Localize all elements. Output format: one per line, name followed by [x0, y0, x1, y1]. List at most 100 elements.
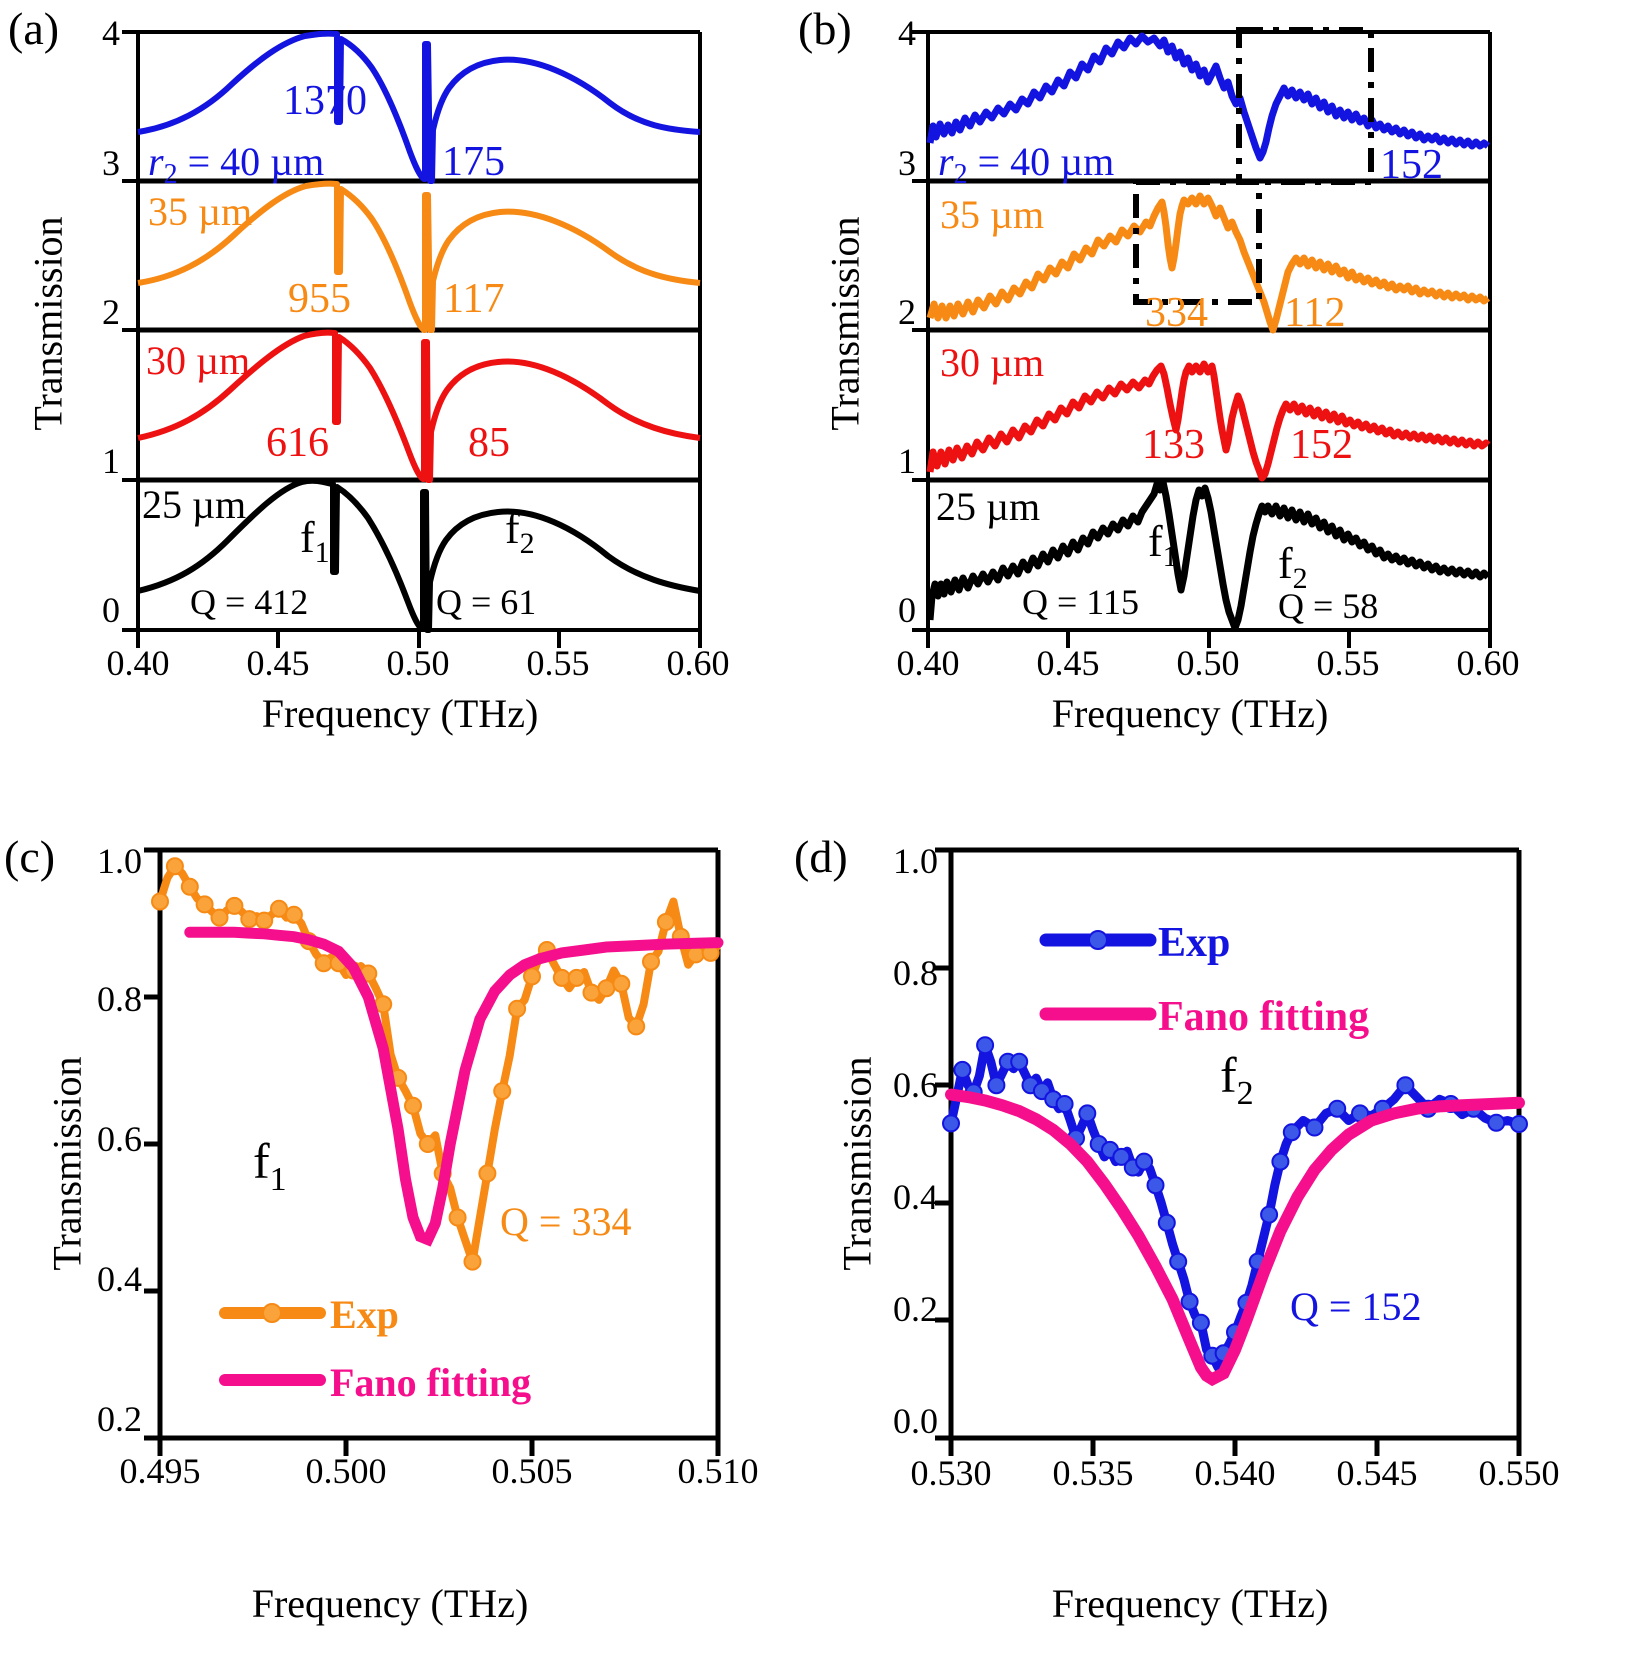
- panel-d-ann-q152: Q = 152: [1290, 1284, 1421, 1329]
- panel-a-ann-q412: Q = 412: [190, 582, 308, 622]
- panel-c-xlabel: Frequency (THz): [251, 1581, 529, 1626]
- panel-a-ytick-1: 1: [102, 441, 120, 481]
- panel-b-ann-133: 133: [1142, 422, 1205, 468]
- panel-c: (c) Transmission Frequency (THz) 1.0 0.8…: [0, 820, 780, 1680]
- panel-a-ytick-3: 3: [102, 143, 120, 183]
- panel-a-ytick-2: 2: [102, 292, 120, 332]
- panel-b-ytick-4: 4: [898, 13, 916, 53]
- panel-b-ytick-0: 0: [898, 590, 916, 630]
- curve-b-orange: [926, 192, 1491, 334]
- panel-a-ann-85: 85: [468, 420, 510, 466]
- panel-d-xlabel: Frequency (THz): [1051, 1581, 1329, 1626]
- panel-a-xtick-1: 0.45: [246, 643, 310, 683]
- panel-c-ytick-0_2: 0.2: [97, 1399, 142, 1439]
- panel-b-ann-152-blue: 152: [1380, 142, 1443, 188]
- panel-a-xtick-4: 0.60: [666, 643, 730, 683]
- panel-c-label: (c): [4, 831, 56, 882]
- panel-d-xtick-4: 0.550: [1478, 1453, 1560, 1493]
- curve-c-exp-markers: [151, 857, 720, 1271]
- panel-d-xtick-0: 0.530: [910, 1453, 992, 1493]
- panel-d-ytick-0_0: 0.0: [893, 1401, 938, 1441]
- panel-a-xtick-2: 0.50: [386, 643, 450, 683]
- panel-b-ann-25um: 25 µm: [936, 484, 1040, 529]
- panel-c-ann-q334: Q = 334: [500, 1199, 631, 1244]
- panel-b-xtick-3: 0.55: [1316, 643, 1380, 683]
- panel-c-xtick-2: 0.505: [491, 1451, 573, 1491]
- panel-d-label: (d): [794, 831, 848, 882]
- panel-d-ann-f2: f2: [1220, 1047, 1254, 1112]
- panel-a: (a) Transmission Frequency (THz) 4 3 2 1…: [0, 0, 760, 760]
- curve-d-fit: [945, 1088, 1525, 1387]
- panel-c-xtick-1: 0.500: [305, 1451, 387, 1491]
- panel-b-ann-r2-40: r2 = 40 µm: [938, 139, 1114, 190]
- panel-d-xtick-3: 0.545: [1336, 1453, 1418, 1493]
- curve-a-blue: [137, 30, 701, 184]
- panel-d-ytick-1_0: 1.0: [893, 841, 938, 881]
- panel-c-ytick-0_8: 0.8: [97, 979, 142, 1019]
- panel-d-plot: f2 Q = 152 Exp Fano fitting: [935, 847, 1528, 1456]
- panel-b-ann-35um: 35 µm: [940, 192, 1044, 237]
- panel-d-ytick-0_8: 0.8: [893, 953, 938, 993]
- panel-a-ann-175: 175: [442, 139, 505, 185]
- panel-a-ann-1370: 1370: [283, 78, 367, 124]
- panel-d-xtick-1: 0.535: [1052, 1453, 1134, 1493]
- curve-c-fit: [184, 926, 724, 1247]
- panel-c-ytick-1_0: 1.0: [97, 841, 142, 881]
- legend-marker-exp: [1088, 930, 1108, 950]
- legend-label-fano: Fano fitting: [330, 1360, 531, 1405]
- panel-a-ytick-0: 0: [102, 590, 120, 630]
- panel-c-xtick-3: 0.510: [677, 1451, 759, 1491]
- panel-c-ytick-0_4: 0.4: [97, 1259, 142, 1299]
- panel-b-label: (b): [798, 3, 852, 54]
- curve-a-red: [137, 329, 701, 483]
- panel-c-xtick-0: 0.495: [119, 1451, 201, 1491]
- panel-b-ann-152-red: 152: [1290, 422, 1353, 468]
- panel-a-ann-955: 955: [288, 276, 351, 322]
- panel-c-legend: Exp Fano fitting: [219, 1292, 531, 1405]
- panel-b-ann-334: 334: [1145, 290, 1208, 336]
- panel-a-ann-25um: 25 µm: [142, 482, 246, 527]
- panel-b-xtick-1: 0.45: [1036, 643, 1100, 683]
- panel-b-ytick-1: 1: [898, 441, 916, 481]
- panel-b-ytick-3: 3: [898, 143, 916, 183]
- panel-c-ann-f1: f1: [253, 1133, 287, 1198]
- highlight-box-f2-blue: [1236, 27, 1374, 185]
- panel-a-ann-616: 616: [266, 420, 329, 466]
- panel-d-ytick-0_4: 0.4: [893, 1177, 938, 1217]
- panel-a-ann-f1: f1: [300, 513, 330, 569]
- panel-a-ann-35um: 35 µm: [148, 189, 252, 234]
- curve-a-black: [137, 477, 701, 633]
- panel-d-xtick-2: 0.540: [1194, 1453, 1276, 1493]
- panel-a-ann-30um: 30 µm: [146, 338, 250, 383]
- highlight-box-f1-orange: [1133, 179, 1262, 305]
- panel-b-ytick-2: 2: [898, 292, 916, 332]
- panel-d-legend: Exp Fano fitting: [1039, 920, 1369, 1040]
- panel-c-ytick-0_6: 0.6: [97, 1119, 142, 1159]
- panel-a-ann-q61: Q = 61: [436, 582, 536, 622]
- panel-b-xlabel: Frequency (THz): [1051, 691, 1329, 736]
- legend-marker-exp: [262, 1303, 282, 1323]
- panel-b-xtick-4: 0.60: [1456, 643, 1520, 683]
- legend-label-exp: Exp: [1158, 920, 1230, 966]
- panel-d: (d) Transmission Frequency (THz) 1.0 0.8…: [790, 820, 1580, 1680]
- panel-a-plot: r2 = 40 µm 1370 175 35 µm 955 117 30 µm …: [122, 30, 702, 648]
- legend-label-exp: Exp: [330, 1292, 399, 1337]
- panel-a-ytick-4: 4: [102, 13, 120, 53]
- panel-a-xtick-0: 0.40: [106, 643, 170, 683]
- panel-b-ann-q115: Q = 115: [1022, 582, 1139, 622]
- panel-d-ytick-0_2: 0.2: [893, 1289, 938, 1329]
- panel-b-plot: r2 = 40 µm 152 35 µm 334 112 30 µm 133 1…: [912, 27, 1492, 648]
- curve-b-red: [926, 360, 1491, 482]
- panel-b-ann-112: 112: [1284, 290, 1345, 336]
- curve-a-orange: [137, 180, 701, 333]
- panel-b-ann-30um: 30 µm: [940, 340, 1044, 385]
- curve-b-blue: [926, 32, 1491, 162]
- panel-a-ann-r2-40: r2 = 40 µm: [148, 139, 324, 190]
- panel-b-ann-q58: Q = 58: [1278, 586, 1378, 626]
- panel-a-label: (a): [8, 3, 60, 54]
- panel-b-xtick-2: 0.50: [1176, 643, 1240, 683]
- panel-b: (b) Transmission Frequency (THz) 4 3 2 1…: [790, 0, 1570, 760]
- panel-a-xlabel: Frequency (THz): [261, 691, 539, 736]
- curve-b-black: [926, 478, 1491, 632]
- panel-c-plot: f1 Q = 334 Exp Fano fitting: [144, 847, 724, 1456]
